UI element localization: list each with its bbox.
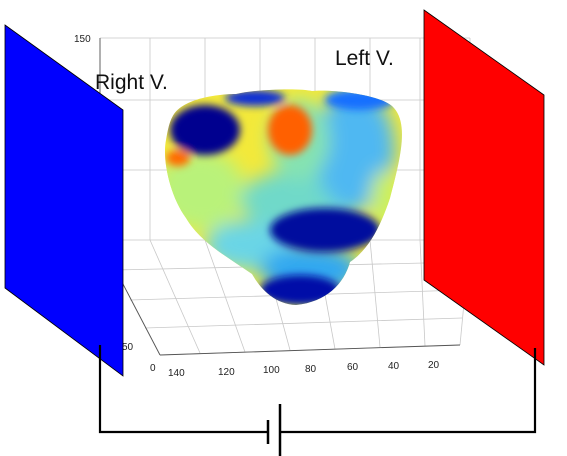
- right-ventricle-label: Right V.: [95, 71, 168, 94]
- heart-surface: [164, 89, 402, 305]
- x-tick-label: 100: [263, 365, 280, 376]
- right-electrode-plate: [4, 24, 124, 377]
- left-ventricle-label: Left V.: [335, 47, 394, 70]
- circuit-wire: [98, 345, 537, 434]
- x-tick-label: 80: [305, 364, 317, 375]
- x-tick-label: 120: [218, 367, 235, 378]
- left-electrode-plate: [423, 9, 545, 366]
- x-tick-label: 60: [347, 362, 359, 373]
- y-tick-label: 0: [150, 363, 156, 374]
- battery-symbol: [266, 404, 282, 456]
- y-tick-label: 50: [122, 342, 134, 353]
- z-tick-label: 150: [74, 34, 91, 45]
- x-tick-label: 40: [388, 361, 400, 372]
- x-tick-label: 20: [428, 360, 440, 371]
- x-tick-label: 140: [168, 368, 185, 379]
